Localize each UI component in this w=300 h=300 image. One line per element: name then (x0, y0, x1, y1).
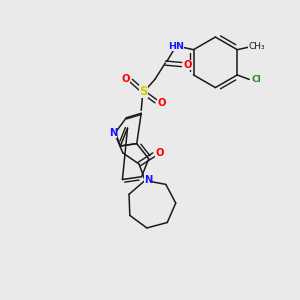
Text: Cl: Cl (252, 75, 262, 84)
Text: HN: HN (168, 42, 184, 51)
Text: O: O (122, 74, 130, 84)
Text: S: S (139, 85, 148, 98)
Text: O: O (157, 98, 166, 108)
Text: O: O (155, 148, 164, 158)
Text: N: N (144, 176, 152, 185)
Text: O: O (183, 59, 192, 70)
Text: N: N (109, 128, 117, 138)
Text: CH₃: CH₃ (248, 42, 265, 51)
